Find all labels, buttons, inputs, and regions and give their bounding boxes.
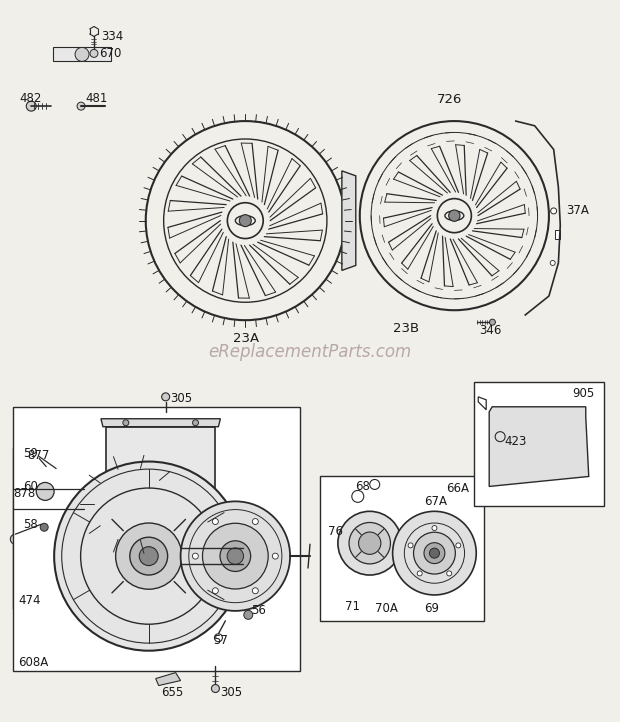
Text: 305: 305 <box>220 686 242 699</box>
Circle shape <box>211 684 219 692</box>
Circle shape <box>456 543 461 548</box>
Text: 56: 56 <box>251 604 266 617</box>
Bar <box>14 448 188 609</box>
Text: 59: 59 <box>24 447 38 460</box>
Text: 57: 57 <box>213 634 228 647</box>
Circle shape <box>192 553 198 559</box>
Text: 66A: 66A <box>446 482 469 495</box>
Circle shape <box>115 523 182 589</box>
Circle shape <box>140 547 158 565</box>
Circle shape <box>349 523 391 564</box>
Text: 905: 905 <box>572 387 594 401</box>
Text: 37A: 37A <box>566 204 589 217</box>
Bar <box>555 230 560 239</box>
Circle shape <box>550 261 555 266</box>
Circle shape <box>220 541 250 571</box>
Text: 23B: 23B <box>393 321 419 335</box>
Circle shape <box>213 588 218 593</box>
Circle shape <box>180 501 290 611</box>
Circle shape <box>430 548 440 558</box>
Bar <box>14 406 300 671</box>
Circle shape <box>123 419 129 426</box>
Bar <box>19 495 37 517</box>
Circle shape <box>446 571 452 576</box>
Bar <box>320 477 484 621</box>
Text: 334: 334 <box>101 30 123 43</box>
Text: 23A: 23A <box>233 331 259 344</box>
Circle shape <box>203 523 268 589</box>
Circle shape <box>130 537 167 575</box>
Text: 670: 670 <box>99 47 122 60</box>
Circle shape <box>213 518 218 524</box>
Circle shape <box>338 511 402 575</box>
Circle shape <box>392 511 476 595</box>
Circle shape <box>432 526 437 531</box>
Text: 346: 346 <box>479 323 502 336</box>
Text: 71: 71 <box>345 601 360 614</box>
Text: 67A: 67A <box>425 495 448 508</box>
Circle shape <box>193 419 198 426</box>
Circle shape <box>244 610 253 619</box>
Circle shape <box>40 523 48 531</box>
Polygon shape <box>489 406 589 487</box>
Bar <box>474 382 604 506</box>
Text: 877: 877 <box>27 449 50 462</box>
Circle shape <box>417 571 422 576</box>
Text: 58: 58 <box>24 518 38 531</box>
Text: 474: 474 <box>19 594 41 607</box>
Text: 305: 305 <box>170 392 193 405</box>
Circle shape <box>36 482 54 500</box>
Circle shape <box>408 543 413 548</box>
Text: 608A: 608A <box>19 656 48 669</box>
Circle shape <box>54 461 243 651</box>
Text: 726: 726 <box>436 92 462 105</box>
Text: 70A: 70A <box>374 602 397 615</box>
Text: 423: 423 <box>504 435 526 448</box>
Polygon shape <box>101 419 220 427</box>
Bar <box>53 48 111 61</box>
Circle shape <box>489 319 495 325</box>
Circle shape <box>227 548 244 565</box>
Circle shape <box>252 518 259 524</box>
Text: 655: 655 <box>161 686 183 699</box>
Circle shape <box>215 634 223 642</box>
Text: 60: 60 <box>24 480 38 493</box>
Text: 76: 76 <box>328 525 343 538</box>
Text: 482: 482 <box>19 92 42 105</box>
Text: 68: 68 <box>355 480 370 493</box>
Text: 69: 69 <box>425 602 440 615</box>
Circle shape <box>11 534 20 544</box>
Polygon shape <box>106 427 215 521</box>
Circle shape <box>358 532 381 554</box>
Circle shape <box>77 103 85 110</box>
Circle shape <box>449 210 460 222</box>
Circle shape <box>90 49 98 57</box>
Text: eReplacementParts.com: eReplacementParts.com <box>208 343 412 361</box>
Text: 481: 481 <box>85 92 107 105</box>
Polygon shape <box>342 171 356 271</box>
Circle shape <box>75 48 89 61</box>
Circle shape <box>551 208 557 214</box>
Circle shape <box>239 214 251 227</box>
Circle shape <box>272 553 278 559</box>
Polygon shape <box>156 673 180 686</box>
Text: 878: 878 <box>14 487 35 500</box>
Circle shape <box>26 101 36 111</box>
Circle shape <box>162 393 170 401</box>
Circle shape <box>252 588 259 593</box>
Circle shape <box>414 532 455 574</box>
Circle shape <box>424 543 445 564</box>
